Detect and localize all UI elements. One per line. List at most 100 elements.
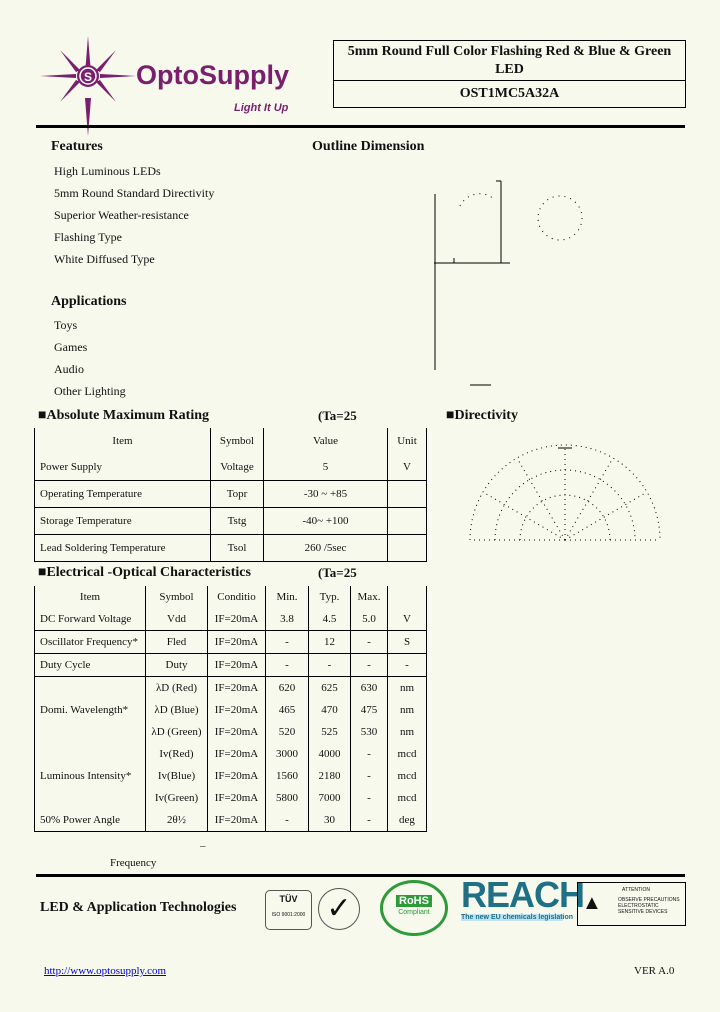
cell: - xyxy=(308,653,351,677)
table-row: Luminous Intensity* Iv(Red) IF=20mA 3000 400… xyxy=(34,743,427,809)
cell: 465 xyxy=(265,699,309,721)
cell: V xyxy=(387,608,427,631)
cell: 470 xyxy=(308,699,351,721)
esd-text: OBSERVE PRECAUTIONS ELECTROSTATIC SENSIT… xyxy=(618,897,680,915)
cell: 625 xyxy=(308,676,351,699)
cell: Iv(Green) xyxy=(145,787,208,809)
cell: 525 xyxy=(308,721,351,743)
esd-title: ATTENTION xyxy=(622,887,650,893)
table-row: Power Supply Voltage 5 V xyxy=(34,454,427,481)
cell: Symbol xyxy=(145,586,208,608)
cell: Topr xyxy=(210,480,264,508)
cell: 260 /5sec xyxy=(263,534,388,562)
cell: - xyxy=(265,630,309,654)
application-item: Games xyxy=(54,340,88,354)
cell: Operating Temperature xyxy=(34,480,211,508)
footer-divider xyxy=(36,874,685,877)
cell: mcd xyxy=(387,743,427,765)
eo-heading: ■Electrical -Optical Characteristics xyxy=(38,565,251,580)
iso-text: ISO 9001:2000 xyxy=(271,912,306,918)
outline-dimension-drawing xyxy=(430,170,610,405)
cell: 2180 xyxy=(308,765,351,787)
feature-item: High Luminous LEDs xyxy=(54,164,161,178)
cell: mcd xyxy=(387,787,427,809)
table-row: λD (Blue) IF=20mA 465 470 475 nm xyxy=(35,699,427,721)
cell: 475 xyxy=(350,699,388,721)
features-heading: Features xyxy=(51,139,103,154)
cell: IF=20mA xyxy=(207,721,266,743)
header-divider xyxy=(36,125,685,128)
cell: IF=20mA xyxy=(207,765,266,787)
cell: -30 ~ +85 xyxy=(263,480,388,508)
cell: - xyxy=(350,630,388,654)
feature-item: Superior Weather-resistance xyxy=(54,208,189,222)
application-item: Other Lighting xyxy=(54,384,126,398)
table-row: Oscillator Frequency* Fled IF=20mA -12- S xyxy=(34,630,427,654)
cell: - xyxy=(350,653,388,677)
cell: nm xyxy=(387,676,427,699)
table-header-row: Item Symbol Value Unit xyxy=(34,428,427,454)
cell: IF=20mA xyxy=(207,608,266,631)
directivity-polar-chart xyxy=(440,440,690,555)
cell: IF=20mA xyxy=(207,699,266,721)
cell: Iv(Blue) xyxy=(145,765,208,787)
table-row: Operating Temperature Topr -30 ~ +85 xyxy=(34,480,427,508)
company-name: LED & Application Technologies xyxy=(40,900,237,915)
cell: λD (Blue) xyxy=(145,699,208,721)
cell: 2θ½ xyxy=(145,809,208,832)
optosupply-star-logo-icon: S xyxy=(38,36,138,136)
cell: Lead Soldering Temperature xyxy=(34,534,211,562)
esd-attention-label: ▲ ATTENTION OBSERVE PRECAUTIONS ELECTROS… xyxy=(577,882,686,926)
checkmark-cert-icon: ✓ xyxy=(318,888,360,930)
cell: 5 xyxy=(263,454,388,481)
header-unit: Unit xyxy=(387,428,427,454)
abs-max-heading: ■Absolute Maximum Rating xyxy=(38,408,210,423)
cell: Oscillator Frequency* xyxy=(34,630,146,654)
cell: Tstg xyxy=(210,507,264,535)
table-row: 50% Power Angle 2θ½ IF=20mA -30- deg xyxy=(34,809,427,832)
cell: Iv(Red) xyxy=(145,743,208,765)
cell xyxy=(387,586,427,608)
feature-item: White Diffused Type xyxy=(54,252,155,266)
cell: S xyxy=(387,630,427,654)
cell: Duty Cycle xyxy=(34,653,146,677)
application-item: Audio xyxy=(54,362,84,376)
cell: DC Forward Voltage xyxy=(34,608,146,631)
cell: Item xyxy=(34,586,146,608)
cell xyxy=(387,480,427,508)
website-link[interactable]: http://www.optosupply.com xyxy=(44,965,167,977)
cell: IF=20mA xyxy=(207,630,266,654)
directivity-heading: ■Directivity xyxy=(446,408,518,423)
application-item: Toys xyxy=(54,318,78,332)
cell: 4000 xyxy=(308,743,351,765)
table-row: Storage Temperature Tstg -40~ +100 xyxy=(34,507,427,535)
frequency-note: Frequency xyxy=(110,857,157,869)
cell: - xyxy=(265,653,309,677)
cell: -40~ +100 xyxy=(263,507,388,535)
product-title: 5mm Round Full Color Flashing Red & Blue… xyxy=(334,41,685,81)
cell: nm xyxy=(387,721,427,743)
header-item: Item xyxy=(34,428,211,454)
cell: Max. xyxy=(350,586,388,608)
cell: Voltage xyxy=(210,454,264,481)
header-symbol: Symbol xyxy=(210,428,264,454)
tuv-text: TÜV xyxy=(279,894,298,904)
table-row: Domi. Wavelength* λD (Red) IF=20mA 620 625 63… xyxy=(34,676,427,743)
cell xyxy=(387,534,427,562)
reach-logo: REACH The new EU chemicals legislation xyxy=(461,876,585,926)
cell: V xyxy=(387,454,427,481)
eo-condition: (Ta=25 xyxy=(318,565,357,580)
feature-item: Flashing Type xyxy=(54,230,122,244)
esd-warning-icon: ▲ xyxy=(582,892,602,914)
cell xyxy=(387,507,427,535)
brand-name: OptoSupply xyxy=(136,60,289,90)
cell: deg xyxy=(387,809,427,832)
cell: 3.8 xyxy=(265,608,309,631)
tuv-logo: TÜV ISO 9001:2000 xyxy=(265,890,312,930)
cell: Min. xyxy=(265,586,309,608)
outline-heading: Outline Dimension xyxy=(312,139,425,154)
cell: - xyxy=(350,765,388,787)
cell: Tsol xyxy=(210,534,264,562)
cell: Power Supply xyxy=(34,454,211,481)
brand-tagline: Light It Up xyxy=(234,102,289,114)
